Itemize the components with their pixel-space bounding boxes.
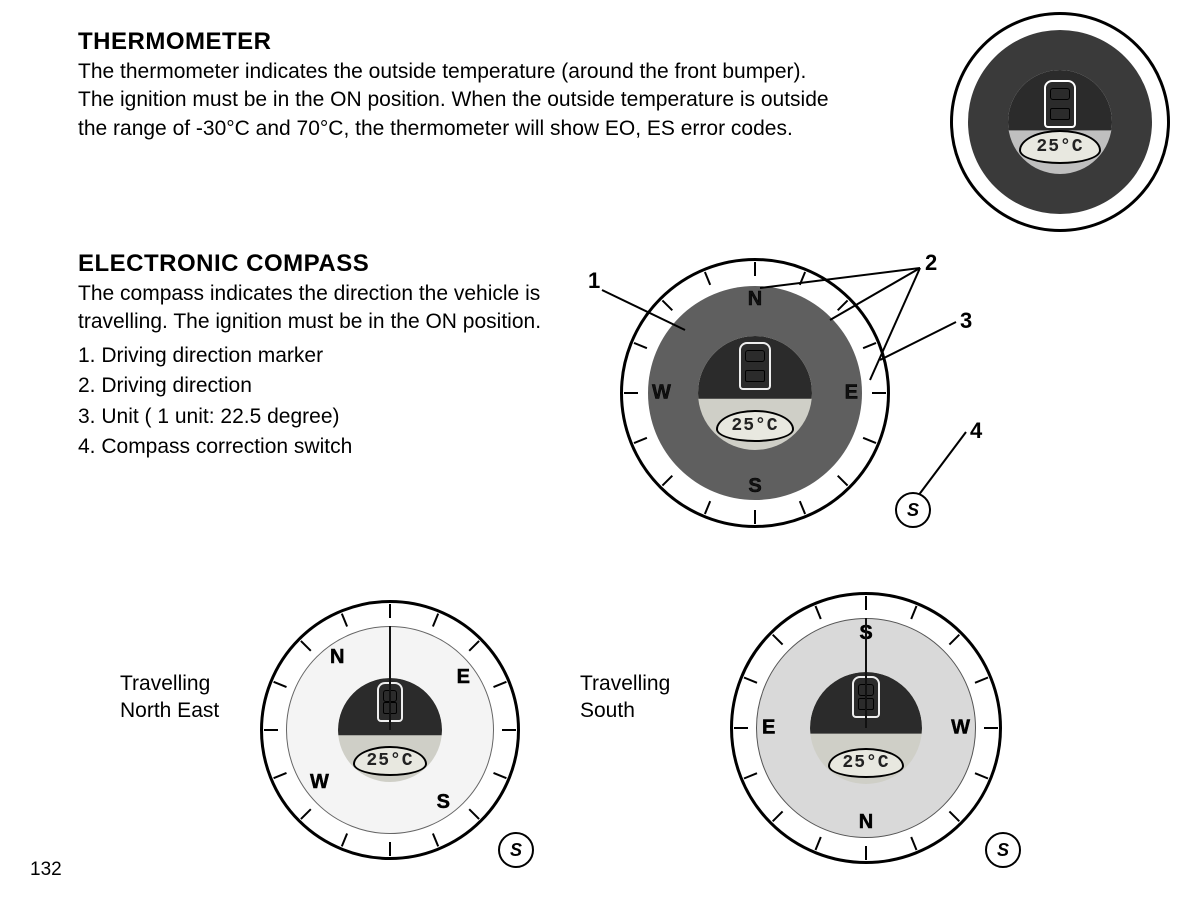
annot-3: 3 xyxy=(960,308,972,334)
s-right-W: W xyxy=(951,717,970,740)
compass-main-gauge: N S W E 25°C xyxy=(620,258,890,528)
thermometer-section: THERMOMETER The thermometer indicates th… xyxy=(78,28,848,143)
compass-car-icon xyxy=(739,342,771,392)
ne-marker xyxy=(389,626,391,730)
ne-caption-l2: North East xyxy=(120,697,219,724)
compass-item-4: 4. Compass correction switch xyxy=(78,432,578,462)
compass-center: 25°C xyxy=(698,336,812,450)
compass-correction-switch[interactable]: S xyxy=(895,492,931,528)
page-number: 132 xyxy=(30,859,62,881)
ne-E: E xyxy=(457,666,470,689)
cardinal-e: E xyxy=(845,382,858,405)
thermometer-lcd: 25°C xyxy=(1019,130,1101,164)
compass-lcd: 25°C xyxy=(716,410,794,442)
cardinal-w: W xyxy=(652,382,671,405)
ne-s-button[interactable]: S xyxy=(498,832,534,868)
annot-4: 4 xyxy=(970,418,982,444)
ne-S: S xyxy=(437,791,450,814)
s-caption-l2: South xyxy=(580,697,670,724)
ne-lcd: 25°C xyxy=(353,746,427,776)
thermometer-lcd-value: 25°C xyxy=(1019,130,1101,164)
compass-title: ELECTRONIC COMPASS xyxy=(78,250,578,278)
compass-item-2: 2. Driving direction xyxy=(78,371,578,401)
thermometer-gauge: 25°C xyxy=(950,12,1170,232)
s-marker xyxy=(865,618,867,728)
thermometer-body: The thermometer indicates the outside te… xyxy=(78,58,848,143)
ne-W: W xyxy=(310,771,329,794)
compass-intro: The compass indicates the direction the … xyxy=(78,280,578,337)
s-left-E: E xyxy=(762,717,775,740)
s-caption-l1: Travelling xyxy=(580,670,670,697)
compass-item-1: 1. Driving direction marker xyxy=(78,341,578,371)
s-lcd: 25°C xyxy=(828,748,904,778)
compass-section: ELECTRONIC COMPASS The compass indicates… xyxy=(78,250,578,462)
compass-list: 1. Driving direction marker 2. Driving d… xyxy=(78,341,578,463)
s-gauge: S N E W 25°C xyxy=(730,592,1002,864)
thermometer-car-icon xyxy=(1044,80,1076,130)
annot-1: 1 xyxy=(588,268,600,294)
s-caption: Travelling South xyxy=(580,670,670,725)
compass-item-3: 3. Unit ( 1 unit: 22.5 degree) xyxy=(78,402,578,432)
ne-gauge: N E S W 25°C xyxy=(260,600,520,860)
s-s-button[interactable]: S xyxy=(985,832,1021,868)
s-bottom-N: N xyxy=(859,811,873,834)
ne-caption-l1: Travelling xyxy=(120,670,219,697)
ne-N: N xyxy=(330,646,344,669)
annot-2: 2 xyxy=(925,250,937,276)
ne-caption: Travelling North East xyxy=(120,670,219,725)
manual-page: { "page_number": "132", "thermometer": {… xyxy=(0,0,1200,899)
thermometer-center: 25°C xyxy=(1008,70,1112,174)
thermometer-title: THERMOMETER xyxy=(78,28,848,56)
cardinal-n: N xyxy=(748,288,762,311)
cardinal-s: S xyxy=(748,475,761,498)
